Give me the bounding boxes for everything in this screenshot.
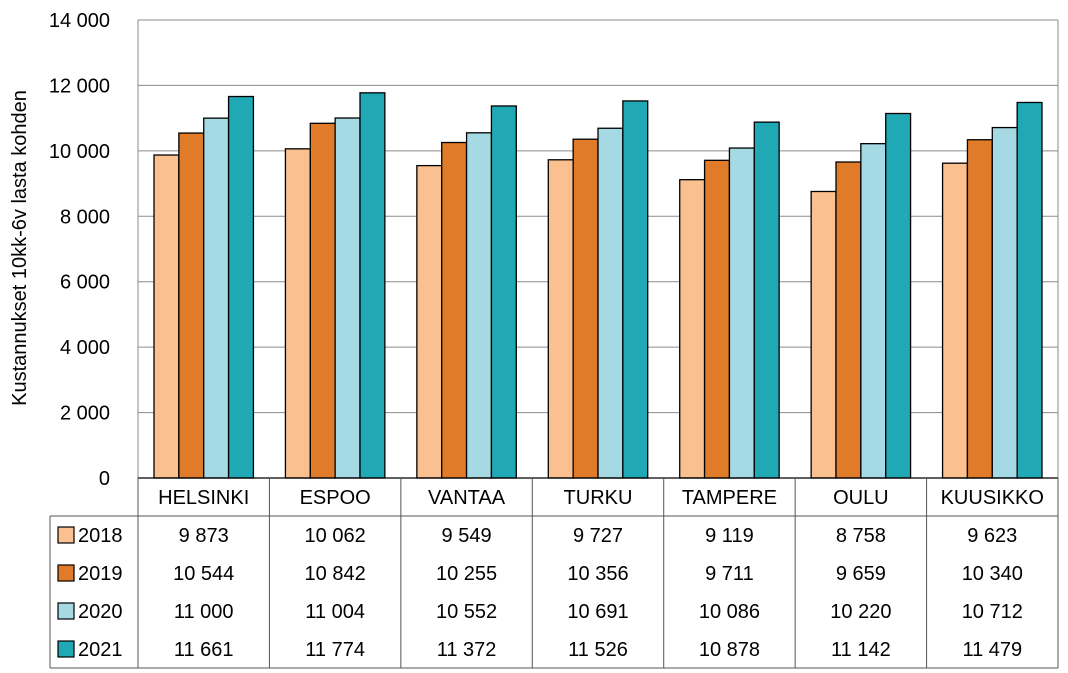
data-label: 9 119 — [705, 525, 754, 547]
category-label: HELSINKI — [158, 487, 249, 509]
legend-swatch-2020 — [57, 602, 75, 620]
bar-2019-tampere — [703, 159, 731, 479]
data-label: 10 552 — [436, 601, 497, 623]
data-label: 10 086 — [699, 601, 760, 623]
category-label: ESPOO — [300, 487, 371, 509]
category-label: TAMPERE — [682, 487, 777, 509]
data-label: 9 623 — [967, 525, 1017, 547]
data-label: 10 255 — [436, 563, 497, 585]
data-label: 8 758 — [836, 525, 886, 547]
data-label: 11 372 — [437, 639, 497, 661]
bar-2018-vantaa — [416, 164, 443, 479]
data-label: 9 873 — [179, 525, 229, 547]
data-label: 9 659 — [836, 563, 886, 585]
legend-swatch-2021 — [57, 640, 75, 658]
series-label: 2019 — [78, 563, 123, 585]
y-tick-label: 2 000 — [60, 403, 110, 425]
category-label: KUUSIKKO — [941, 487, 1044, 509]
bar-2021-turku — [622, 100, 649, 479]
data-label: 10 340 — [962, 563, 1023, 585]
data-label: 9 549 — [442, 525, 492, 547]
bar-2020-helsinki — [203, 117, 230, 479]
data-label: 9 727 — [573, 525, 623, 547]
data-label: 10 220 — [830, 601, 891, 623]
y-tick-label: 12 000 — [49, 75, 110, 97]
series-label: 2018 — [78, 525, 123, 547]
series-label: 2020 — [78, 601, 123, 623]
bar-2020-kuusikko — [991, 126, 1018, 479]
bar-2020-oulu — [860, 143, 887, 479]
bar-2020-turku — [597, 127, 624, 479]
y-tick-label: 4 000 — [60, 337, 110, 359]
data-label: 10 062 — [305, 525, 366, 547]
y-tick-label: 6 000 — [60, 272, 110, 294]
legend-swatch-2019 — [57, 564, 75, 582]
y-axis-label: Kustannukset 10kk-6v lasta kohden — [9, 90, 31, 406]
data-label: 11 004 — [305, 601, 365, 623]
bar-2018-oulu — [810, 190, 837, 479]
bar-2019-vantaa — [441, 141, 468, 479]
data-label: 10 356 — [567, 563, 628, 585]
series-label: 2021 — [78, 639, 123, 661]
bar-2019-espoo — [309, 122, 336, 479]
category-label: TURKU — [564, 487, 633, 509]
category-label: OULU — [833, 487, 889, 509]
bar-2019-helsinki — [178, 132, 205, 479]
bar-2020-tampere — [728, 147, 755, 479]
data-label: 11 774 — [305, 639, 365, 661]
bar-2021-helsinki — [227, 95, 255, 479]
bar-2020-vantaa — [465, 132, 493, 479]
data-label: 10 544 — [173, 563, 234, 585]
bar-2021-oulu — [885, 112, 912, 479]
bar-2018-turku — [547, 159, 574, 479]
data-label: 11 479 — [962, 639, 1022, 661]
bar-2021-tampere — [753, 121, 780, 479]
bar-2019-oulu — [835, 161, 862, 479]
data-label: 10 691 — [567, 601, 628, 623]
bar-2021-kuusikko — [1016, 101, 1043, 479]
y-tick-label: 10 000 — [49, 141, 110, 163]
bar-2018-helsinki — [153, 154, 180, 479]
bar-2019-kuusikko — [966, 139, 993, 479]
data-label: 10 712 — [962, 601, 1023, 623]
data-label: 11 526 — [568, 639, 628, 661]
bar-2018-kuusikko — [941, 162, 969, 479]
bar-2019-turku — [572, 138, 599, 479]
bar-2018-espoo — [284, 148, 311, 479]
y-tick-label: 14 000 — [49, 10, 110, 32]
category-label: VANTAA — [428, 487, 506, 509]
bar-2020-espoo — [334, 117, 361, 479]
data-label: 10 878 — [699, 639, 760, 661]
bar-2021-espoo — [359, 92, 386, 479]
legend-swatch-2018 — [57, 526, 75, 544]
bar-2021-vantaa — [490, 105, 517, 479]
data-label: 10 842 — [305, 563, 366, 585]
y-tick-label: 0 — [99, 468, 110, 490]
data-label: 11 000 — [174, 601, 234, 623]
data-label: 9 711 — [705, 563, 754, 585]
data-label: 11 661 — [174, 639, 234, 661]
bar-2018-tampere — [679, 179, 706, 479]
y-tick-label: 8 000 — [60, 206, 110, 228]
data-label: 11 142 — [831, 639, 891, 661]
